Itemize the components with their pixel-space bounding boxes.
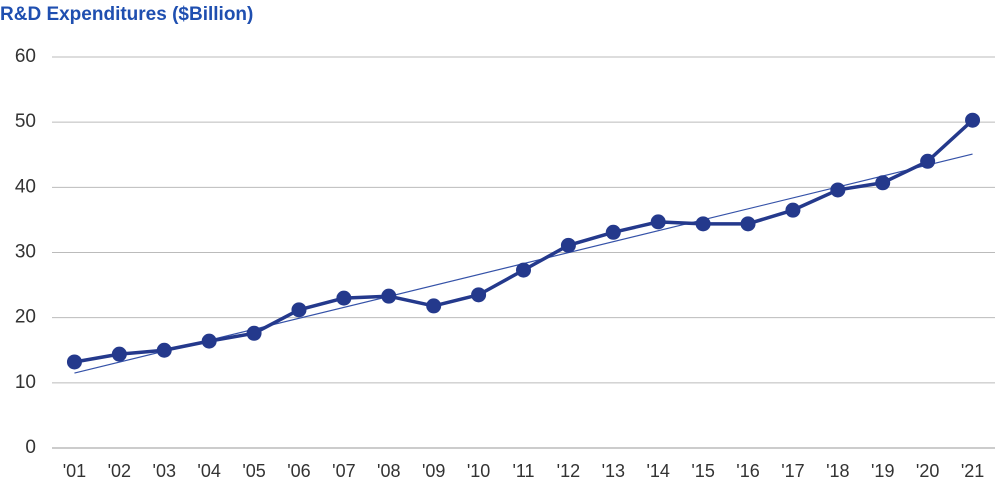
x-tick-label: '08 — [377, 461, 400, 481]
x-tick-label: '09 — [422, 461, 445, 481]
series-line — [74, 118, 974, 364]
x-tick-label: '17 — [781, 461, 804, 481]
x-tick-label: '12 — [557, 461, 580, 481]
data-point — [875, 175, 891, 191]
x-tick-label: '05 — [242, 461, 265, 481]
data-point — [381, 288, 397, 304]
x-tick-label: '21 — [961, 461, 984, 481]
x-tick-label: '19 — [871, 461, 894, 481]
data-point — [156, 342, 172, 358]
x-tick-label: '04 — [197, 461, 220, 481]
y-tick-label: 10 — [15, 372, 36, 393]
x-tick-label: '13 — [602, 461, 625, 481]
x-tick-label: '02 — [108, 461, 131, 481]
data-point — [560, 237, 576, 253]
data-point — [516, 262, 531, 278]
data-point — [336, 290, 352, 306]
y-tick-label: 50 — [15, 111, 36, 132]
data-point — [201, 333, 217, 349]
y-tick-label: 30 — [15, 242, 36, 263]
x-tick-label: '18 — [826, 461, 849, 481]
x-tick-label: '20 — [916, 461, 939, 481]
x-tick-label: '03 — [153, 461, 176, 481]
y-tick-label: 60 — [15, 46, 36, 67]
data-point — [830, 182, 846, 198]
data-point — [695, 216, 711, 232]
chart-title: R&D Expenditures ($Billion) — [0, 4, 253, 25]
data-point — [426, 298, 442, 314]
data-point — [965, 112, 981, 128]
x-tick-label: '15 — [691, 461, 714, 481]
x-tick-label: '10 — [467, 461, 490, 481]
data-point — [111, 346, 127, 362]
y-tick-label: 20 — [15, 307, 36, 328]
y-tick-label: 40 — [15, 176, 36, 197]
x-tick-label: '07 — [332, 461, 355, 481]
data-point — [471, 287, 487, 303]
x-tick-label: '06 — [287, 461, 310, 481]
x-tick-label: '14 — [646, 461, 669, 481]
data-point — [650, 214, 666, 230]
y-tick-label: 0 — [25, 437, 36, 458]
data-point — [291, 302, 307, 318]
data-point — [740, 216, 756, 232]
x-tick-label: '16 — [736, 461, 759, 481]
data-point — [920, 153, 936, 169]
data-point — [605, 224, 621, 240]
x-tick-label: '11 — [512, 461, 534, 481]
x-tick-label: '01 — [63, 461, 86, 481]
data-point — [246, 325, 262, 341]
data-point — [785, 202, 801, 218]
data-point — [66, 354, 82, 370]
